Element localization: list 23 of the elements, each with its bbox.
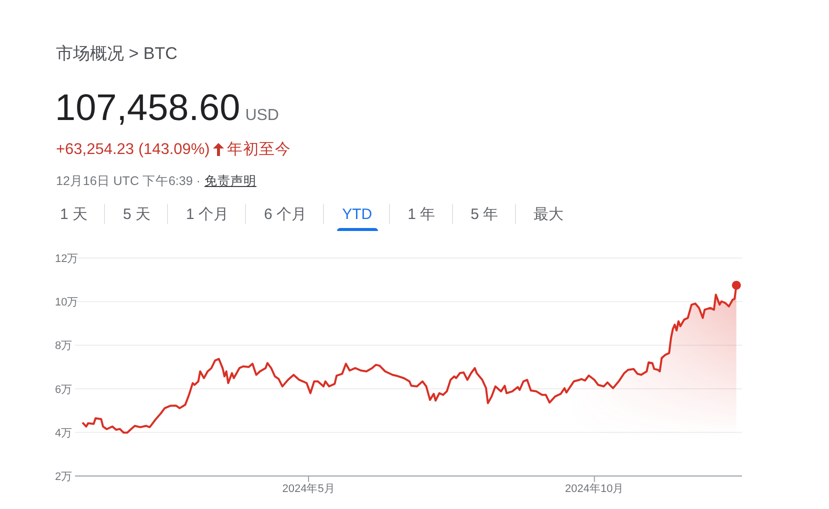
y-tick-label: 6万 (55, 384, 72, 396)
y-tick-label: 10万 (55, 296, 78, 309)
chart-title: 市场概况 > BTC (56, 44, 178, 63)
text: 5 天 (123, 206, 151, 222)
text: 6 个月 (264, 206, 307, 222)
text: 年初至今 (226, 141, 291, 158)
text: 5 年 (470, 206, 498, 222)
text: 免责声明 (204, 174, 256, 188)
text: 107,458.60 (55, 87, 240, 128)
text: 最大 (534, 206, 564, 222)
x-tick-label: 2024年5月 (282, 482, 335, 495)
text: YTD (342, 206, 372, 222)
text: 1 个月 (186, 206, 229, 222)
text: 1 天 (60, 206, 88, 222)
y-tick-label: 4万 (55, 427, 72, 440)
text: 1 年 (408, 206, 436, 222)
y-tick-label: 12万 (55, 253, 78, 265)
text: USD (245, 107, 279, 124)
y-tick-label: 8万 (55, 340, 72, 352)
text: +63,254.23 (143.09%) (56, 141, 210, 158)
text: 12月16日 UTC 下午6:39 · (56, 174, 200, 188)
y-tick-label: 2万 (55, 471, 72, 483)
x-tick-label: 2024年10月 (565, 482, 624, 495)
